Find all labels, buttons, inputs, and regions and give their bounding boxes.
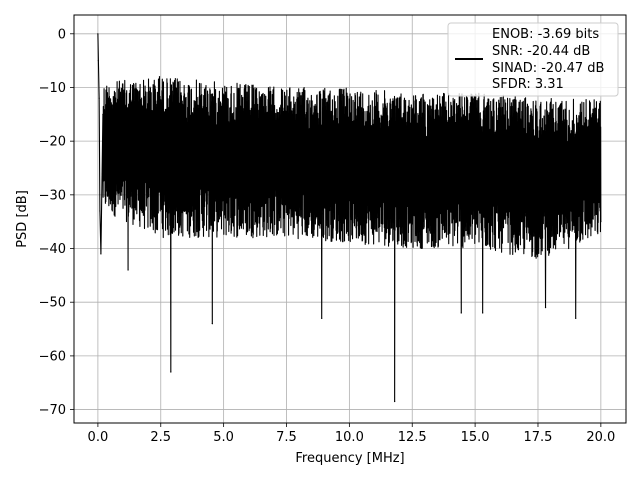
x-tick-label: 5.0 [213,430,234,445]
y-tick-label: −50 [39,296,66,311]
psd-data-point [98,97,100,99]
psd-data-point [97,60,99,62]
psd-data-point [99,210,101,212]
psd-data-point [600,221,602,223]
x-tick-label: 12.5 [398,430,427,445]
x-tick-label: 20.0 [586,430,615,445]
psd-data-point [107,151,109,153]
y-tick-label: −30 [39,188,66,203]
series-group [97,33,602,403]
psd-data-point [394,400,396,403]
legend-box [447,22,619,97]
y-tick-label: −10 [39,81,66,96]
y-tick-label: −40 [39,242,66,257]
psd-data-point [321,317,323,319]
psd-data-point [575,317,577,319]
psd-data-point [211,323,213,325]
psd-data-point [544,306,547,309]
axes-frame [73,14,627,424]
x-tick-label: 2.5 [150,430,171,445]
psd-data-point [460,312,462,314]
legend-entry-sinad: SINAD: -20.47 dB [492,61,604,76]
psd-trace [97,33,602,403]
legend-entry-sfdr: SFDR: 3.31 [492,77,564,92]
x-axis-label: Frequency [MHz] [295,451,404,466]
x-tick-label: 7.5 [276,430,297,445]
x-tick-label: 10.0 [335,430,364,445]
psd-data-point [482,312,484,314]
y-axis: 0 −10 −20 −30 −40 −50 −60 −70 [39,27,74,418]
legend-entry-snr: SNR: -20.44 dB [492,44,590,59]
psd-data-point [102,113,104,115]
y-tick-label: 0 [58,27,66,42]
psd-data-point [158,76,161,78]
x-tick-label: 15.0 [461,430,490,445]
x-tick-label: 17.5 [524,430,553,445]
y-tick-label: −20 [39,135,66,150]
y-tick-label: −70 [39,403,66,418]
psd-data-point [170,371,172,373]
psd-data-point [97,33,99,35]
y-tick-label: −60 [39,349,66,364]
legend-entry-enob: ENOB: -3.69 bits [492,27,599,42]
psd-data-point [127,269,129,271]
legend: ENOB: -3.69 bits SNR: -20.44 dB SINAD: -… [447,22,619,97]
x-axis: 0.0 2.5 5.0 7.5 10.0 12.5 15.0 17.5 20.0 [88,423,615,445]
x-tick-label: 0.0 [88,430,109,445]
plot-area [97,33,602,403]
psd-data-point [100,253,102,255]
y-axis-label: PSD [dB] [15,190,30,248]
